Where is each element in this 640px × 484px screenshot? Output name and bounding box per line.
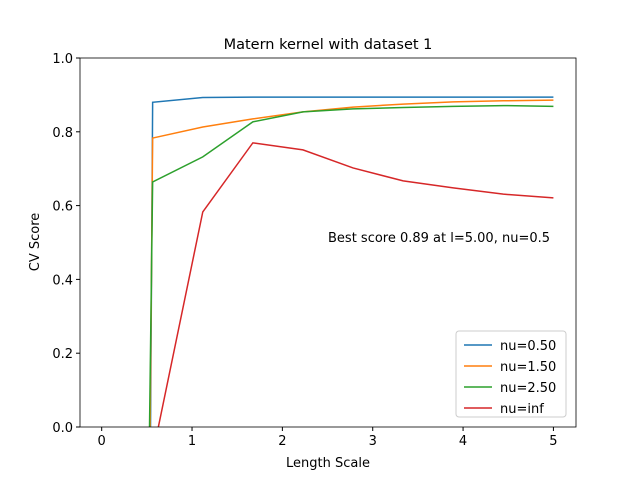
legend-label: nu=0.50 <box>500 339 556 354</box>
y-tick-label: 0.6 <box>52 200 73 215</box>
y-tick-label: 0.8 <box>52 126 73 141</box>
y-tick-label: 0.4 <box>52 273 73 288</box>
line-series <box>149 99 554 427</box>
y-axis-label: CV Score <box>28 213 43 272</box>
legend-label: nu=inf <box>500 402 544 417</box>
chart-title: Matern kernel with dataset 1 <box>224 37 433 53</box>
axes-frame <box>79 57 577 428</box>
x-tick-label: 2 <box>278 434 286 449</box>
y-tick-label: 1.0 <box>52 52 73 67</box>
x-tick-label: 0 <box>98 434 106 449</box>
x-axis-label: Length Scale <box>286 456 370 471</box>
x-tick-label: 3 <box>369 434 377 449</box>
y-tick-label: 0.2 <box>52 347 73 362</box>
line-series <box>157 142 554 427</box>
line-series <box>148 104 554 427</box>
legend-label: nu=1.50 <box>500 360 556 375</box>
legend-box <box>455 330 567 418</box>
annotation: Best score 0.89 at l=5.00, nu=0.5 <box>328 231 550 246</box>
x-tick-label: 4 <box>459 434 467 449</box>
y-tick-label: 0.0 <box>52 421 73 436</box>
plot-area <box>148 96 554 427</box>
x-tick-label: 1 <box>188 434 196 449</box>
legend-label: nu=2.50 <box>500 381 556 396</box>
x-tick-label: 5 <box>549 434 557 449</box>
line-series <box>149 96 554 427</box>
